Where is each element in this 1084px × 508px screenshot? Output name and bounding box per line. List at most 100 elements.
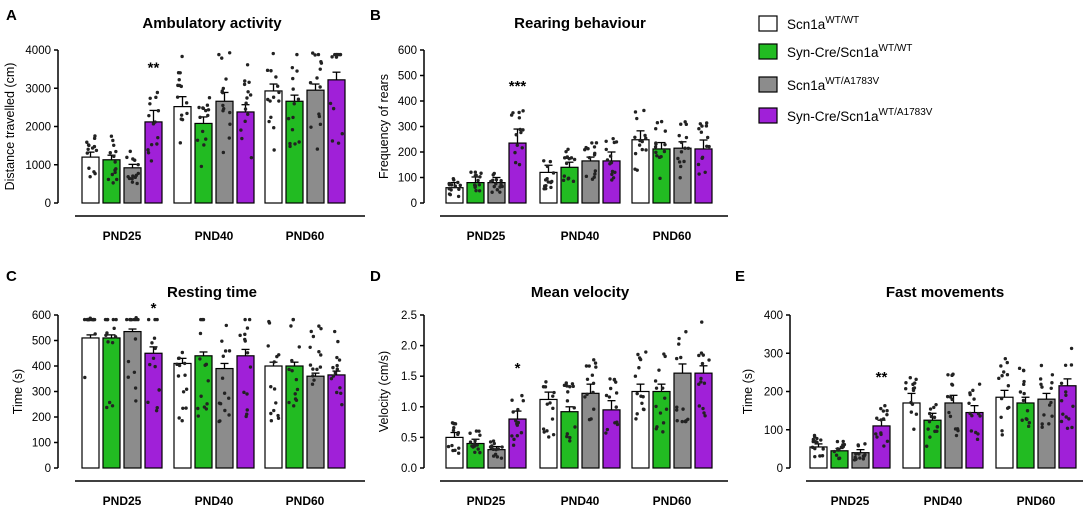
y-tick-label: 100: [32, 438, 51, 450]
x-tick-label: PND60: [653, 494, 692, 508]
data-point: [548, 401, 552, 405]
data-point: [267, 119, 271, 124]
data-point: [657, 368, 661, 372]
data-point: [295, 69, 299, 73]
data-point: [245, 351, 250, 355]
y-tick-label: 0: [777, 463, 783, 475]
data-point: [635, 412, 639, 416]
data-point: [458, 183, 462, 188]
bar-group: [539, 159, 558, 204]
data-point: [227, 396, 231, 400]
data-point: [661, 421, 666, 425]
data-point: [926, 427, 930, 431]
data-point: [177, 363, 182, 368]
data-point: [1069, 363, 1074, 367]
data-point: [1040, 422, 1044, 426]
x-tick-label: PND40: [924, 494, 963, 508]
data-point: [248, 365, 253, 369]
data-point: [640, 401, 644, 406]
data-point: [810, 445, 815, 449]
data-point: [513, 160, 518, 165]
data-point: [593, 172, 597, 176]
data-point: [243, 119, 247, 124]
data-point: [700, 361, 705, 366]
data-point: [544, 183, 548, 188]
y-tick-label: 0: [45, 198, 51, 210]
data-point: [511, 410, 515, 414]
data-point: [217, 52, 221, 57]
data-point: [821, 447, 825, 451]
bar-group: [81, 134, 100, 204]
data-point: [569, 156, 574, 160]
data-point: [295, 52, 299, 57]
data-point: [453, 448, 457, 453]
data-point: [976, 432, 980, 436]
data-point: [134, 399, 138, 403]
data-point: [1024, 417, 1028, 421]
data-point: [223, 408, 227, 413]
chart-title: Ambulatory activity: [142, 15, 282, 32]
data-point: [184, 387, 189, 391]
data-point: [267, 319, 271, 324]
bar: [581, 392, 600, 469]
y-tick-label: 100: [764, 425, 783, 437]
data-point: [594, 141, 599, 145]
y-tick-label: 4000: [25, 45, 51, 57]
y-tick-label: 300: [32, 387, 51, 399]
data-point: [146, 400, 150, 405]
data-point: [495, 455, 500, 459]
data-point: [221, 354, 225, 358]
data-point: [184, 101, 189, 105]
data-point: [135, 181, 139, 186]
bar-group: [215, 51, 234, 204]
data-point: [654, 127, 658, 131]
data-point: [928, 435, 932, 439]
data-point: [658, 176, 662, 181]
bar: [102, 159, 121, 204]
data-point: [272, 408, 276, 413]
bar: [560, 166, 579, 204]
data-point: [146, 151, 151, 155]
data-point: [1026, 424, 1031, 429]
data-point: [312, 378, 316, 382]
data-point: [604, 139, 608, 143]
data-point: [593, 361, 598, 365]
data-point: [934, 402, 938, 407]
data-point: [1040, 425, 1044, 429]
data-point: [1039, 382, 1043, 386]
bar: [144, 352, 163, 469]
data-point: [565, 155, 570, 159]
data-point: [702, 381, 707, 385]
chart-title: Mean velocity: [531, 284, 630, 301]
y-axis-label: Time (s): [11, 369, 25, 414]
data-point: [247, 317, 252, 322]
bar-group: [215, 323, 234, 469]
data-point: [658, 411, 663, 415]
data-point: [654, 386, 659, 390]
data-point: [334, 55, 339, 59]
data-point: [107, 400, 112, 405]
data-point: [317, 324, 321, 328]
data-point: [1021, 398, 1026, 403]
data-point: [295, 387, 300, 392]
data-point: [274, 75, 278, 79]
data-point: [704, 121, 709, 125]
data-point: [131, 174, 135, 178]
data-point: [493, 452, 498, 457]
bar: [236, 355, 255, 469]
data-point: [840, 445, 844, 449]
data-point: [178, 141, 183, 145]
data-point: [697, 382, 701, 386]
data-point: [1017, 366, 1022, 371]
data-point: [227, 413, 231, 417]
data-point: [654, 150, 658, 155]
y-tick-label: 200: [32, 412, 51, 424]
data-point: [956, 428, 960, 433]
data-point: [126, 174, 130, 179]
data-point: [820, 454, 825, 458]
data-point: [954, 433, 959, 438]
data-point: [199, 164, 204, 169]
data-point: [152, 336, 157, 340]
data-point: [684, 135, 689, 140]
data-point: [150, 341, 154, 345]
